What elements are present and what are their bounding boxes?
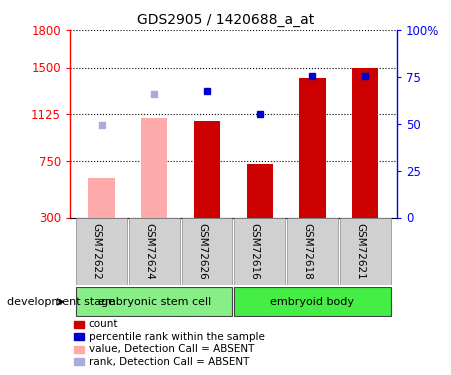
Text: GSM72624: GSM72624 <box>144 223 154 280</box>
Bar <box>129 217 179 285</box>
Text: count: count <box>89 320 118 329</box>
Text: value, Detection Call = ABSENT: value, Detection Call = ABSENT <box>89 344 254 354</box>
Bar <box>194 121 220 218</box>
Bar <box>182 217 232 285</box>
Text: GSM72621: GSM72621 <box>355 223 365 280</box>
Text: GSM72616: GSM72616 <box>250 223 260 280</box>
Text: percentile rank within the sample: percentile rank within the sample <box>89 332 265 342</box>
Bar <box>299 78 326 218</box>
Bar <box>352 68 378 218</box>
Text: rank, Detection Call = ABSENT: rank, Detection Call = ABSENT <box>89 357 249 366</box>
Bar <box>76 217 127 285</box>
Text: embryonic stem cell: embryonic stem cell <box>98 297 211 307</box>
Bar <box>287 217 338 285</box>
Text: GSM72622: GSM72622 <box>92 223 101 280</box>
Text: GSM72618: GSM72618 <box>303 223 313 280</box>
Bar <box>247 164 273 218</box>
Bar <box>340 217 391 285</box>
Bar <box>76 288 232 316</box>
Bar <box>88 177 115 218</box>
Text: GSM72626: GSM72626 <box>197 223 207 280</box>
Text: embryoid body: embryoid body <box>271 297 354 307</box>
Bar <box>141 117 167 218</box>
Bar <box>235 217 285 285</box>
Text: development stage: development stage <box>7 297 115 307</box>
Bar <box>235 288 391 316</box>
Text: GDS2905 / 1420688_a_at: GDS2905 / 1420688_a_at <box>137 13 314 27</box>
